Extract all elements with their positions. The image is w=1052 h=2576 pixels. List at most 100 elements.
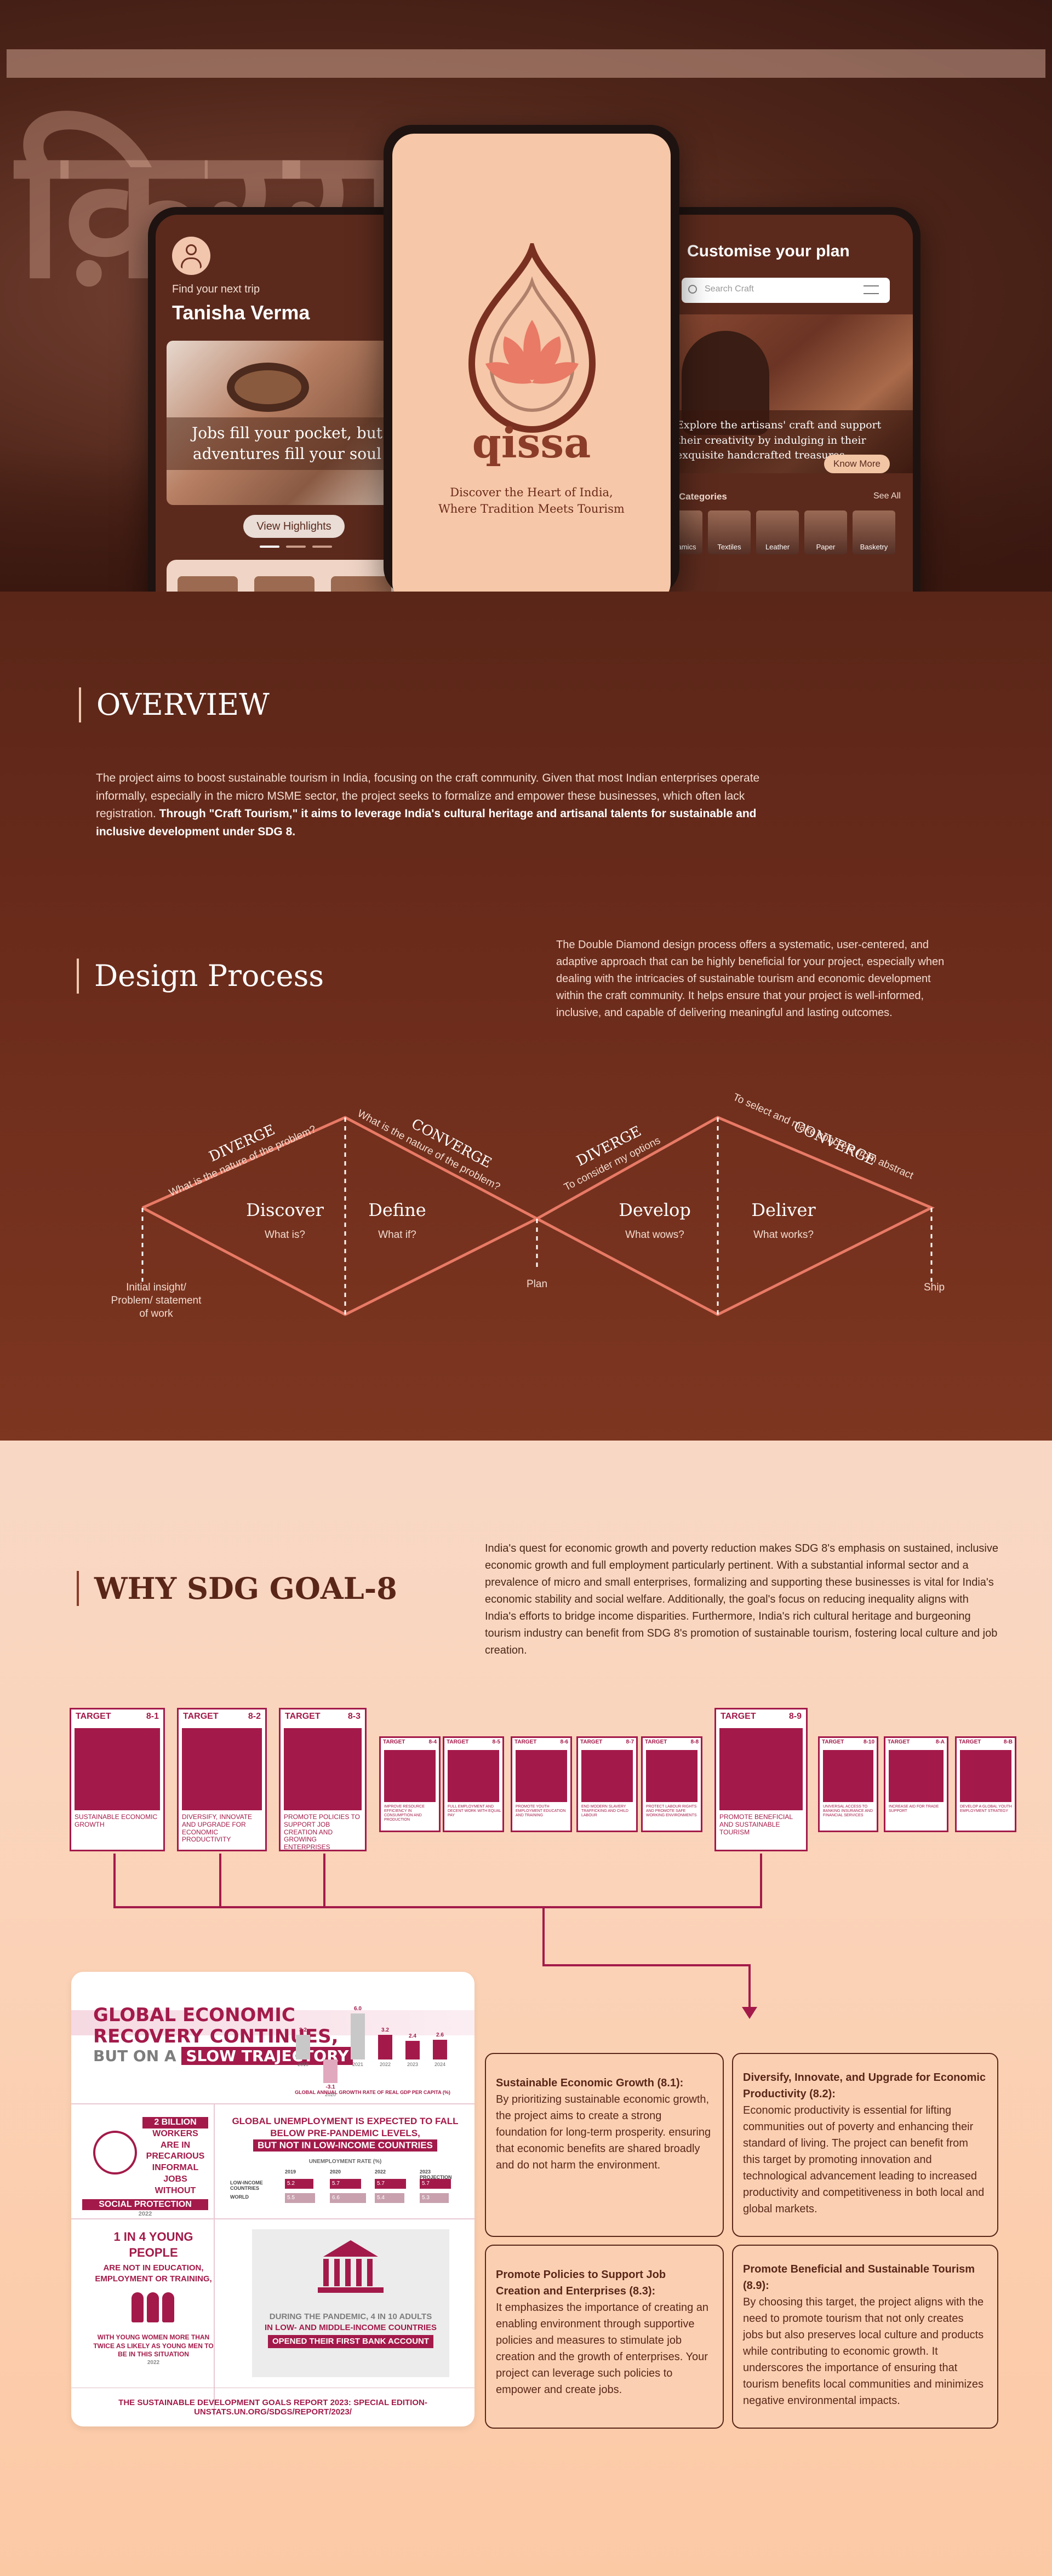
see-all-link[interactable]: See All [873,491,901,501]
category-item[interactable]: Textiles [708,510,751,554]
target-title: Improve resource efficiency in consumpti… [384,1805,425,1822]
category-item[interactable]: Leather [756,510,799,554]
bank-icon [318,2240,384,2295]
trip-cards[interactable] [167,560,403,592]
overview-text: The project aims to boost sustainable to… [96,772,760,838]
target-number: TARGET 8-9 [716,1709,806,1724]
carousel-dots[interactable] [260,546,332,548]
connector-line [323,1854,325,1908]
phase-question: What if? [378,1229,416,1241]
arc-caption: To select and make concrete from abstrac… [731,1092,915,1182]
gdp-value-label: -3.1 [325,2084,335,2091]
young-women-note: WITH YOUNG WOMEN MORE THAN TWICE AS LIKE… [93,2333,214,2366]
sdg-target-card: TARGET 8-3 Promote policies to support job… [279,1708,367,1851]
gdp-value-label: 3.2 [299,2027,307,2034]
gdp-year-label: 2022 [379,2062,391,2067]
start-label: of work [139,1308,173,1319]
target-icon [384,1750,436,1802]
avatar[interactable] [172,237,210,275]
target-number: TARGET 8-3 [281,1709,365,1724]
artisan-promo-text: Explore the artisans' craft and support … [660,410,913,473]
target-icon [516,1750,567,1802]
target-detail-8-1: Sustainable Economic Growth (8.1): By pri… [485,2053,724,2237]
arrow-down-icon [742,2007,757,2019]
target-title: Promote policies to support job creation… [284,1813,360,1851]
target-detail-8-3: Promote Policies to Support Job Creation… [485,2245,724,2429]
target-number: TARGET 8-B [957,1738,1015,1746]
target-icon [889,1750,944,1802]
search-icon [688,285,697,294]
start-label: Problem/ statement [111,1295,202,1306]
gdp-year-label: 2019 [297,2062,309,2067]
target-number: TARGET 8-5 [444,1738,502,1746]
unemployment-cell: 5.3 [420,2193,449,2203]
gdp-bar [296,2035,310,2059]
gdp-bar [378,2035,392,2059]
connector-line [542,1964,751,1966]
phase-define: Define [368,1200,426,1220]
unemployment-stat: GLOBAL UNEMPLOYMENT IS EXPECTED TO FALL … [230,2115,460,2152]
growth-caption: GLOBAL ANNUAL GROWTH RATE OF REAL GDP PE… [295,2090,450,2095]
unemployment-table: 2019 2020 2022 2023 PROJECTION LOW-INCOME CO… [225,2169,466,2213]
sdg-target-card: TARGET 8-5 Full employment and decent work… [443,1736,504,1832]
find-trip-label: Find your next trip [172,283,260,295]
phone-mockup-home: Find your next trip Tanisha Verma Jobs f… [148,207,411,592]
featured-image[interactable]: Jobs fill your pocket, but adventures fi… [167,341,403,505]
gdp-bar [433,2039,447,2059]
category-item[interactable]: Paper [804,510,847,554]
unemployment-cell: 5.7 [330,2179,361,2189]
gdp-bar [405,2041,420,2059]
unemployment-cell: 5.4 [375,2193,404,2203]
gdp-value-label: 6.0 [354,2006,362,2012]
gdp-bar [351,2013,365,2059]
categories-label: Categories [679,491,727,502]
target-icon [960,1750,1011,1802]
filter-icon[interactable] [864,285,879,294]
target-number: TARGET 8-1 [71,1709,163,1724]
gdp-bar [323,2059,338,2084]
connector-line [760,1854,762,1908]
target-icon [182,1728,262,1810]
plan-title: Customise your plan [687,242,850,260]
phone-mockup-plan: Customise your plan Search Craft Explore… [652,207,921,592]
know-more-button[interactable]: Know More [824,455,890,473]
worker-icon [93,2131,137,2175]
target-title: Sustainable economic growth [75,1813,158,1828]
target-title: Universal access to banking insurance an… [823,1805,873,1818]
start-label: Initial insight/ [126,1282,187,1293]
target-title: End modern slavery trafficking and child… [581,1805,628,1818]
target-number: TARGET 8-7 [578,1738,636,1746]
target-icon [75,1728,160,1810]
target-number: TARGET 8-6 [512,1738,570,1746]
sdg-report-infographic: GLOBAL ECONOMIC RECOVERY CONTINUES, BUT … [71,1972,474,2426]
overview-section [0,592,1052,1441]
splash-tagline: Discover the Heart of India, Where Tradi… [438,486,625,516]
sdg-target-card: TARGET 8-4 Improve resource efficiency in … [379,1736,441,1832]
target-detail-8-2: Diversify, Innovate, and Upgrade for Eco… [732,2053,998,2237]
connector-line [113,1906,762,1908]
plan-screen: Customise your plan Search Craft Explore… [660,215,913,592]
connector-line [748,1964,751,2008]
unemployment-col-header: 2020 [330,2169,341,2175]
sdg-target-card: TARGET 8-1 Sustainable economic growth [70,1708,165,1851]
view-highlights-button[interactable]: View Highlights [243,515,345,538]
gdp-year-label: 2020 [324,2092,336,2098]
unemployment-cell: 6.6 [330,2193,366,2203]
connector-line [219,1854,221,1908]
bank-stat-text: DURING THE PANDEMIC, 4 IN 10 ADULTS IN L… [258,2311,444,2348]
gdp-year-label: 2023 [407,2062,419,2067]
target-title: Protect labour rights and promote safe w… [646,1805,697,1818]
infographic-title: GLOBAL ECONOMIC RECOVERY CONTINUES, BUT … [93,2004,353,2066]
user-name: Tanisha Verma [172,301,310,324]
category-list: Ceramics Textiles Leather Paper Basketry [660,510,913,557]
unemployment-cell: 5.5 [285,2193,315,2203]
craft-search-input[interactable]: Search Craft [682,278,890,303]
target-title: Develop a global youth employment strate… [960,1805,1012,1814]
infographic-footer: THE SUSTAINABLE DEVELOPMENT GOALS REPORT… [71,2388,474,2426]
young-people-icon [132,2287,175,2325]
phase-discover: Discover [246,1200,324,1220]
category-item[interactable]: Basketry [853,510,895,554]
unemployment-row-label: LOW-INCOME COUNTRIES [230,2180,263,2191]
target-number: TARGET 8-10 [820,1738,877,1746]
sdg-target-card: TARGET 8-8 Protect labour rights and promo… [641,1736,702,1832]
